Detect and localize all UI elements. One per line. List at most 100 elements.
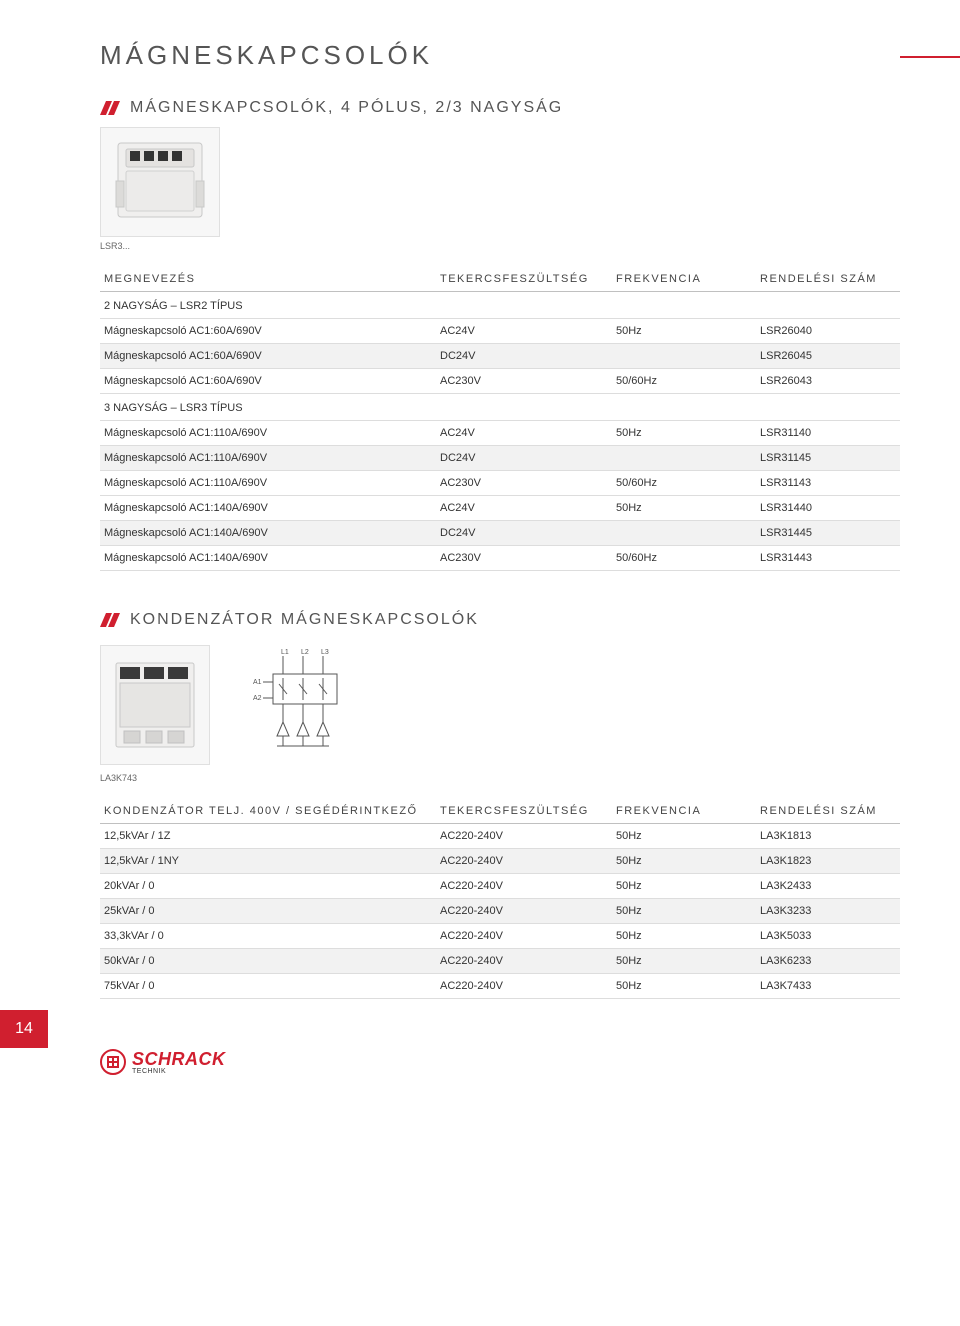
col-header: RENDELÉSI SZÁM bbox=[756, 799, 900, 824]
cell: 50Hz bbox=[612, 496, 756, 521]
col-header: TEKERCSFESZÜLTSÉG bbox=[436, 267, 612, 292]
cell bbox=[612, 521, 756, 546]
cell: Mágneskapcsoló AC1:60A/690V bbox=[100, 369, 436, 394]
cell: LSR26045 bbox=[756, 344, 900, 369]
cell: Mágneskapcsoló AC1:110A/690V bbox=[100, 446, 436, 471]
cell: LSR31443 bbox=[756, 546, 900, 571]
cell: LSR31440 bbox=[756, 496, 900, 521]
section2-header: KONDENZÁTOR MÁGNESKAPCSOLÓK bbox=[100, 611, 900, 629]
cell: 25kVAr / 0 bbox=[100, 899, 436, 924]
cell: AC230V bbox=[436, 546, 612, 571]
slash-icon bbox=[100, 613, 122, 627]
cell: Mágneskapcsoló AC1:140A/690V bbox=[100, 521, 436, 546]
cell: LSR31140 bbox=[756, 421, 900, 446]
section2-caption: LA3K743 bbox=[100, 773, 900, 783]
cell: AC220-240V bbox=[436, 824, 612, 849]
cell: Mágneskapcsoló AC1:140A/690V bbox=[100, 546, 436, 571]
cell: 12,5kVAr / 1Z bbox=[100, 824, 436, 849]
cell: AC220-240V bbox=[436, 874, 612, 899]
cell: 50Hz bbox=[612, 924, 756, 949]
table-group-row: 2 NAGYSÁG – LSR2 TÍPUS bbox=[100, 292, 900, 319]
table-group-row: 3 NAGYSÁG – LSR3 TÍPUS bbox=[100, 394, 900, 421]
section2-table: KONDENZÁTOR TELJ. 400V / SEGÉDÉRINTKEZŐ … bbox=[100, 799, 900, 999]
table-row: Mágneskapcsoló AC1:140A/690VAC24V50HzLSR… bbox=[100, 496, 900, 521]
cell: Mágneskapcsoló AC1:110A/690V bbox=[100, 421, 436, 446]
cell: LSR31145 bbox=[756, 446, 900, 471]
table-row: Mágneskapcsoló AC1:140A/690VDC24V LSR3144… bbox=[100, 521, 900, 546]
section1-title: MÁGNESKAPCSOLÓK, 4 PÓLUS, 2/3 NAGYSÁG bbox=[130, 99, 563, 117]
cell: 33,3kVAr / 0 bbox=[100, 924, 436, 949]
cell: 50Hz bbox=[612, 949, 756, 974]
table-row: 12,5kVAr / 1ZAC220-240V50HzLA3K1813 bbox=[100, 824, 900, 849]
table-row: Mágneskapcsoló AC1:110A/690VAC24V50HzLSR… bbox=[100, 421, 900, 446]
cell: 50/60Hz bbox=[612, 471, 756, 496]
group-label: 2 NAGYSÁG – LSR2 TÍPUS bbox=[100, 292, 900, 319]
col-header: MEGNEVEZÉS bbox=[100, 267, 436, 292]
svg-text:L3: L3 bbox=[321, 649, 329, 656]
cell: AC220-240V bbox=[436, 899, 612, 924]
table-row: Mágneskapcsoló AC1:140A/690VAC230V50/60H… bbox=[100, 546, 900, 571]
cell: AC220-240V bbox=[436, 924, 612, 949]
cell: AC24V bbox=[436, 496, 612, 521]
table-row: Mágneskapcsoló AC1:60A/690VAC24V50HzLSR2… bbox=[100, 319, 900, 344]
cell: LA3K5033 bbox=[756, 924, 900, 949]
cell: DC24V bbox=[436, 521, 612, 546]
cell: AC220-240V bbox=[436, 949, 612, 974]
cell: LA3K1823 bbox=[756, 849, 900, 874]
cell: Mágneskapcsoló AC1:110A/690V bbox=[100, 471, 436, 496]
table-row: Mágneskapcsoló AC1:60A/690VAC230V50/60Hz… bbox=[100, 369, 900, 394]
cell: 50Hz bbox=[612, 824, 756, 849]
cell: LA3K1813 bbox=[756, 824, 900, 849]
cell: AC24V bbox=[436, 421, 612, 446]
cell: DC24V bbox=[436, 446, 612, 471]
cell: 50Hz bbox=[612, 319, 756, 344]
svg-text:L1: L1 bbox=[281, 649, 289, 656]
cell: 50Hz bbox=[612, 421, 756, 446]
cell bbox=[612, 446, 756, 471]
table-row: 50kVAr / 0AC220-240V50HzLA3K6233 bbox=[100, 949, 900, 974]
cell: LSR31445 bbox=[756, 521, 900, 546]
cell: Mágneskapcsoló AC1:140A/690V bbox=[100, 496, 436, 521]
col-header: FREKVENCIA bbox=[612, 799, 756, 824]
group-label: 3 NAGYSÁG – LSR3 TÍPUS bbox=[100, 394, 900, 421]
cell: 50Hz bbox=[612, 874, 756, 899]
logo-subtext: TECHNIK bbox=[132, 1068, 226, 1075]
section2-product-image bbox=[100, 645, 210, 765]
table-row: 25kVAr / 0AC220-240V50HzLA3K3233 bbox=[100, 899, 900, 924]
cell: LA3K2433 bbox=[756, 874, 900, 899]
cell: LSR26043 bbox=[756, 369, 900, 394]
cell: Mágneskapcsoló AC1:60A/690V bbox=[100, 319, 436, 344]
cell: AC24V bbox=[436, 319, 612, 344]
slash-icon bbox=[100, 101, 122, 115]
cell: 75kVAr / 0 bbox=[100, 974, 436, 999]
table-row: Mágneskapcsoló AC1:110A/690VAC230V50/60H… bbox=[100, 471, 900, 496]
table-row: 12,5kVAr / 1NYAC220-240V50HzLA3K1823 bbox=[100, 849, 900, 874]
section1-table: MEGNEVEZÉS TEKERCSFESZÜLTSÉG FREKVENCIA … bbox=[100, 267, 900, 571]
col-header: RENDELÉSI SZÁM bbox=[756, 267, 900, 292]
section2-title: KONDENZÁTOR MÁGNESKAPCSOLÓK bbox=[130, 611, 479, 629]
cell: AC230V bbox=[436, 471, 612, 496]
table-row: 20kVAr / 0AC220-240V50HzLA3K2433 bbox=[100, 874, 900, 899]
cell: 50/60Hz bbox=[612, 369, 756, 394]
cell: LSR31143 bbox=[756, 471, 900, 496]
cell: 50/60Hz bbox=[612, 546, 756, 571]
cell: LA3K6233 bbox=[756, 949, 900, 974]
cell: 50Hz bbox=[612, 974, 756, 999]
page-number-tab: 14 bbox=[0, 1010, 48, 1048]
cell: 50Hz bbox=[612, 849, 756, 874]
cell: 50Hz bbox=[612, 899, 756, 924]
table-row: Mágneskapcsoló AC1:60A/690VDC24VLSR26045 bbox=[100, 344, 900, 369]
logo-icon bbox=[100, 1049, 126, 1075]
page-title: MÁGNESKAPCSOLÓK bbox=[100, 40, 900, 71]
section1-product-image bbox=[100, 127, 220, 237]
cell bbox=[612, 344, 756, 369]
footer-logo: SCHRACK TECHNIK bbox=[100, 1049, 900, 1075]
col-header: KONDENZÁTOR TELJ. 400V / SEGÉDÉRINTKEZŐ bbox=[100, 799, 436, 824]
cell: DC24V bbox=[436, 344, 612, 369]
cell: AC230V bbox=[436, 369, 612, 394]
col-header: TEKERCSFESZÜLTSÉG bbox=[436, 799, 612, 824]
table-row: 33,3kVAr / 0AC220-240V50HzLA3K5033 bbox=[100, 924, 900, 949]
table-row: 75kVAr / 0AC220-240V50HzLA3K7433 bbox=[100, 974, 900, 999]
section1-caption: LSR3... bbox=[100, 241, 900, 251]
cell: LA3K7433 bbox=[756, 974, 900, 999]
